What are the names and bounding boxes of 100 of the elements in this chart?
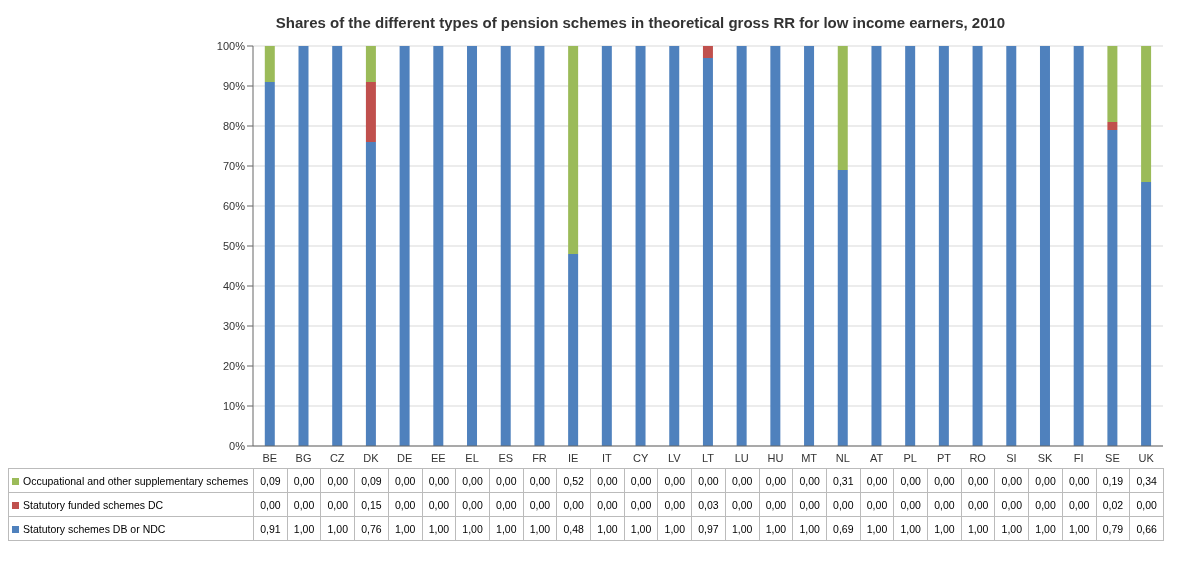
bar — [264, 46, 275, 82]
bar — [332, 46, 343, 446]
bar — [804, 46, 815, 446]
data-label: 1,00 — [455, 516, 490, 541]
bar — [298, 46, 309, 446]
x-tick-label: BG — [295, 451, 312, 464]
x-tick-label: FR — [532, 451, 547, 464]
data-label: 0,00 — [893, 468, 928, 493]
data-label: 0,00 — [287, 492, 321, 517]
bar — [1039, 46, 1050, 446]
data-label: 0,00 — [388, 492, 423, 517]
data-label: 0,00 — [792, 468, 827, 493]
data-label: 0,00 — [624, 492, 658, 517]
bar — [399, 46, 410, 446]
bar — [467, 46, 478, 446]
data-label: 0,69 — [826, 516, 861, 541]
x-tick-label: LT — [701, 451, 715, 464]
data-label: 1,00 — [961, 516, 995, 541]
bar — [736, 46, 747, 446]
x-tick-label: IE — [567, 451, 579, 464]
data-label: 0,66 — [1129, 516, 1164, 541]
data-label: 0,34 — [1129, 468, 1164, 493]
data-label: 0,00 — [860, 468, 894, 493]
data-label: 1,00 — [792, 516, 827, 541]
data-label: 1,00 — [725, 516, 760, 541]
data-label: 0,00 — [455, 492, 490, 517]
bar — [837, 170, 848, 446]
bar — [702, 46, 713, 58]
legend-label: Statutory funded schemes DC — [8, 492, 254, 517]
bar — [365, 142, 376, 446]
data-label: 0,00 — [860, 492, 894, 517]
data-label: 0,09 — [253, 468, 288, 493]
data-label: 1,00 — [523, 516, 557, 541]
bar — [264, 82, 275, 446]
data-label: 0,00 — [826, 492, 861, 517]
data-label: 1,00 — [624, 516, 658, 541]
data-label: 0,00 — [523, 468, 557, 493]
legend-label: Statutory schemes DB or NDC — [8, 516, 254, 541]
data-label: 1,00 — [927, 516, 962, 541]
data-label: 0,31 — [826, 468, 861, 493]
data-label: 0,00 — [489, 492, 524, 517]
bar — [770, 46, 781, 446]
data-label: 1,00 — [388, 516, 423, 541]
x-tick-label: IT — [602, 451, 613, 464]
data-label: 0,52 — [556, 468, 591, 493]
y-tick-label: 90% — [222, 79, 246, 92]
data-label: 0,00 — [287, 468, 321, 493]
y-tick-label: 50% — [222, 239, 246, 252]
data-label: 0,00 — [422, 468, 456, 493]
data-label: 0,15 — [354, 492, 389, 517]
bar — [972, 46, 983, 446]
y-tick-label: 0% — [229, 439, 246, 452]
data-label: 0,76 — [354, 516, 389, 541]
data-label: 0,00 — [792, 492, 827, 517]
bar — [601, 46, 612, 446]
legend-label: Occupational and other supplementary schemes — [8, 468, 254, 493]
x-tick-label: BE — [262, 451, 278, 464]
data-label: 0,00 — [455, 468, 490, 493]
data-label: 0,91 — [253, 516, 288, 541]
bar — [905, 46, 916, 446]
data-label: 0,00 — [523, 492, 557, 517]
bar — [702, 58, 713, 446]
x-tick-label: MT — [801, 451, 818, 464]
bar — [534, 46, 545, 446]
data-label: 1,00 — [893, 516, 928, 541]
bar — [365, 82, 376, 142]
data-label: 0,00 — [1129, 492, 1164, 517]
bar — [669, 46, 680, 446]
y-tick-label: 10% — [222, 399, 246, 412]
bar — [365, 46, 376, 82]
data-label: 0,00 — [422, 492, 456, 517]
data-label: 0,02 — [1096, 492, 1130, 517]
data-label: 0,00 — [691, 468, 726, 493]
data-label: 0,00 — [759, 468, 793, 493]
bar — [1107, 122, 1118, 130]
x-tick-label: LU — [734, 451, 749, 464]
data-label: 0,00 — [893, 492, 928, 517]
x-tick-label: PT — [936, 451, 952, 464]
x-tick-label: EL — [465, 451, 479, 464]
bar — [1141, 46, 1152, 182]
bar — [837, 46, 848, 170]
data-label: 1,00 — [287, 516, 321, 541]
x-tick-label: SE — [1105, 451, 1120, 464]
bar — [500, 46, 511, 446]
data-label: 0,00 — [994, 468, 1029, 493]
data-label: 0,00 — [1062, 492, 1097, 517]
bar — [1107, 46, 1118, 122]
data-label: 1,00 — [860, 516, 894, 541]
y-tick-label: 20% — [222, 359, 246, 372]
y-tick-label: 80% — [222, 119, 246, 132]
data-label: 0,00 — [590, 468, 625, 493]
data-label: 0,00 — [725, 468, 760, 493]
data-label: 0,00 — [725, 492, 760, 517]
data-label: 1,00 — [657, 516, 692, 541]
data-label: 0,00 — [489, 468, 524, 493]
y-tick-label: 70% — [222, 159, 246, 172]
x-tick-label: CZ — [329, 451, 345, 464]
bar — [568, 254, 579, 446]
data-label: 0,48 — [556, 516, 591, 541]
data-label: 0,97 — [691, 516, 726, 541]
